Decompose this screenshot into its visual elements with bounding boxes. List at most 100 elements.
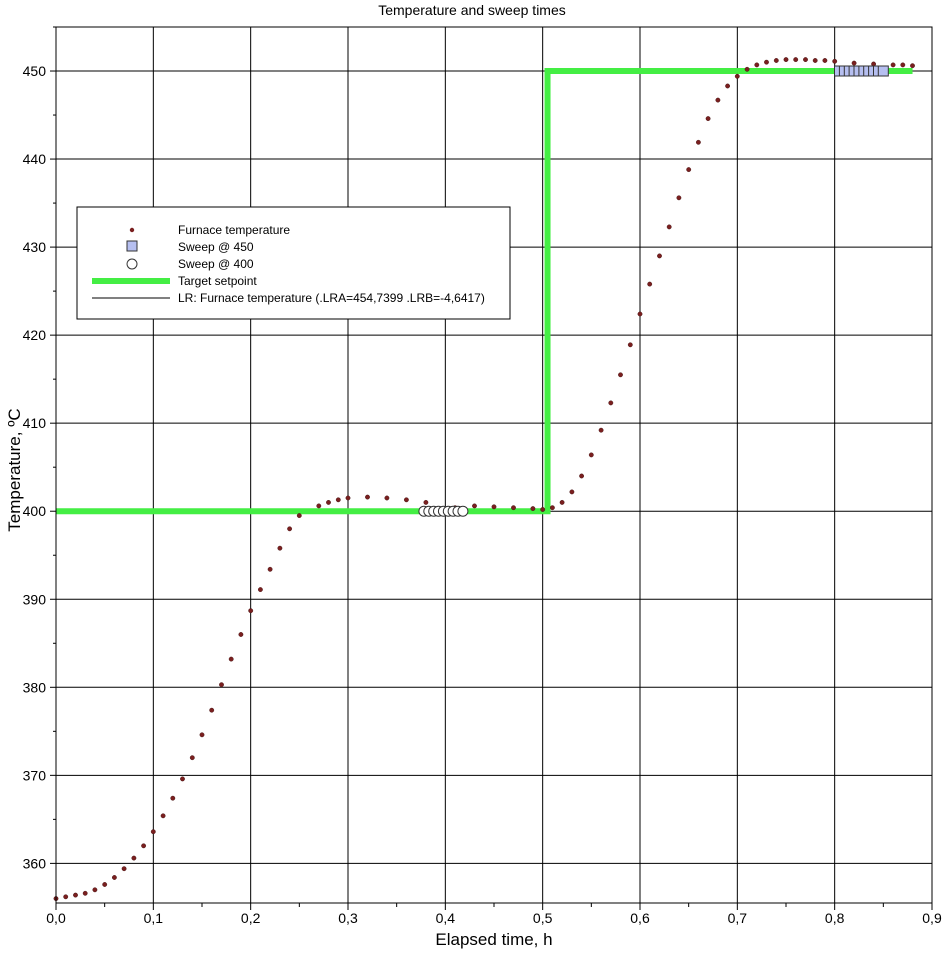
furnace-temperature-point [608, 400, 614, 406]
x-tick-label: 0,6 [630, 910, 650, 926]
x-tick-label: 0,1 [144, 910, 164, 926]
y-tick-labels: 360 370 380 390 400 410 420 430 440 450 [23, 63, 47, 871]
furnace-temperature-point [384, 495, 390, 501]
furnace-temperature-point [715, 97, 721, 103]
furnace-temperature-point [141, 843, 147, 849]
y-tick-label: 360 [23, 855, 47, 871]
furnace-temperature-point [705, 116, 711, 122]
y-tick-label: 440 [23, 151, 47, 167]
y-tick-label: 380 [23, 679, 47, 695]
furnace-temperature-point [910, 63, 915, 69]
axis-ticks [50, 26, 933, 910]
furnace-temperature-point [92, 887, 98, 893]
furnace-temperature-point [559, 499, 565, 505]
y-tick-label: 370 [23, 767, 47, 783]
y-tick-label: 390 [23, 591, 47, 607]
furnace-temperature-point [618, 372, 623, 378]
y-tick-label: 400 [23, 503, 47, 519]
furnace-temperature-point [637, 311, 643, 317]
furnace-temperature-point [511, 505, 516, 511]
furnace-temperature-point [238, 632, 244, 637]
furnace-temperature-point [900, 62, 906, 68]
furnace-temperature-point [803, 57, 808, 62]
x-tick-label: 0,7 [728, 910, 748, 926]
x-tick-label: 0,5 [533, 910, 553, 926]
furnace-temperature-point [199, 732, 205, 738]
legend-label-furnace-temperature: Furnace temperature [178, 223, 290, 237]
x-tick-label: 0,4 [436, 910, 456, 926]
furnace-temperature-point [598, 427, 604, 433]
furnace-temperature-point [326, 499, 331, 505]
furnace-temperature-point [491, 504, 497, 510]
y-axis-label: Temperature, ºC [5, 408, 24, 531]
furnace-temperature-point [345, 495, 351, 501]
sweep-450-point [877, 65, 889, 77]
x-tick-label: 0,8 [825, 910, 845, 926]
legend-label-target-setpoint: Target setpoint [178, 274, 257, 288]
legend-box [76, 206, 511, 320]
furnace-temperature-point [783, 57, 789, 62]
furnace-temperature-point [219, 682, 224, 688]
furnace-temperature-point [734, 73, 740, 79]
x-tick-label: 0,3 [338, 910, 358, 926]
furnace-temperature-point [423, 499, 429, 505]
furnace-temperature-point [793, 57, 799, 62]
x-tick-labels: 0,0 0,1 0,2 0,3 0,4 0,5 0,6 0,7 0,8 0,9 [46, 910, 942, 926]
furnace-temperature-point [287, 526, 292, 532]
legend-marker-sweep-450 [126, 240, 138, 252]
furnace-temperature-point [150, 829, 156, 835]
furnace-temperature-point [403, 497, 409, 503]
legend-marker-furnace-temperature [129, 227, 135, 233]
furnace-temperature-point [160, 813, 166, 819]
furnace-temperature-point [267, 566, 273, 572]
furnace-temperature-point [102, 882, 108, 887]
sweep-400-point [457, 505, 469, 517]
furnace-temperature-point [228, 656, 234, 662]
furnace-temperature-point [112, 875, 117, 880]
furnace-temperature-point [744, 66, 750, 72]
furnace-temperature-point [277, 545, 283, 551]
plot-frame [55, 26, 933, 904]
furnace-temperature-point [335, 497, 341, 503]
furnace-temperature-point [890, 62, 896, 68]
legend-label-sweep-450: Sweep @ 450 [178, 240, 254, 254]
y-tick-label: 420 [23, 327, 47, 343]
furnace-temperature-point [764, 59, 769, 65]
y-tick-label: 430 [23, 239, 47, 255]
furnace-temperature-point [666, 224, 672, 230]
legend: Furnace temperature Sweep @ 450 Sweep @ … [76, 206, 511, 320]
legend-label-sweep-400: Sweep @ 400 [178, 257, 254, 271]
furnace-temperature-point [579, 473, 584, 479]
furnace-temperature-point [170, 795, 176, 801]
chart-title: Temperature and sweep times [378, 2, 566, 18]
furnace-temperature-point [812, 58, 818, 63]
furnace-temperature-point [588, 452, 594, 458]
furnace-temperature-point [676, 195, 682, 201]
x-tick-label: 0,2 [241, 910, 261, 926]
furnace-temperature-point [316, 503, 322, 509]
furnace-temperature-point [248, 608, 254, 614]
furnace-temperature-point [647, 281, 653, 287]
furnace-temperature-point [686, 167, 692, 173]
furnace-temperature-point [569, 489, 575, 495]
furnace-temperature-point [627, 342, 633, 348]
furnace-temperature-point [725, 83, 730, 89]
x-axis-label: Elapsed time, h [435, 930, 552, 949]
furnace-temperature-point [696, 139, 701, 145]
series-layer [53, 57, 915, 901]
furnace-temperature-point [131, 855, 137, 861]
furnace-temperature-point [851, 60, 857, 66]
legend-marker-sweep-400 [126, 258, 138, 270]
y-tick-label: 450 [23, 63, 47, 79]
y-tick-label: 410 [23, 415, 47, 431]
furnace-temperature-point [540, 507, 546, 512]
furnace-temperature-point [82, 890, 88, 896]
furnace-temperature-point [73, 892, 78, 898]
x-tick-label: 0,0 [46, 910, 66, 926]
furnace-temperature-point [180, 776, 185, 782]
target-setpoint-line [56, 68, 913, 515]
furnace-temperature-point [257, 587, 263, 592]
furnace-temperature-point [472, 503, 477, 509]
